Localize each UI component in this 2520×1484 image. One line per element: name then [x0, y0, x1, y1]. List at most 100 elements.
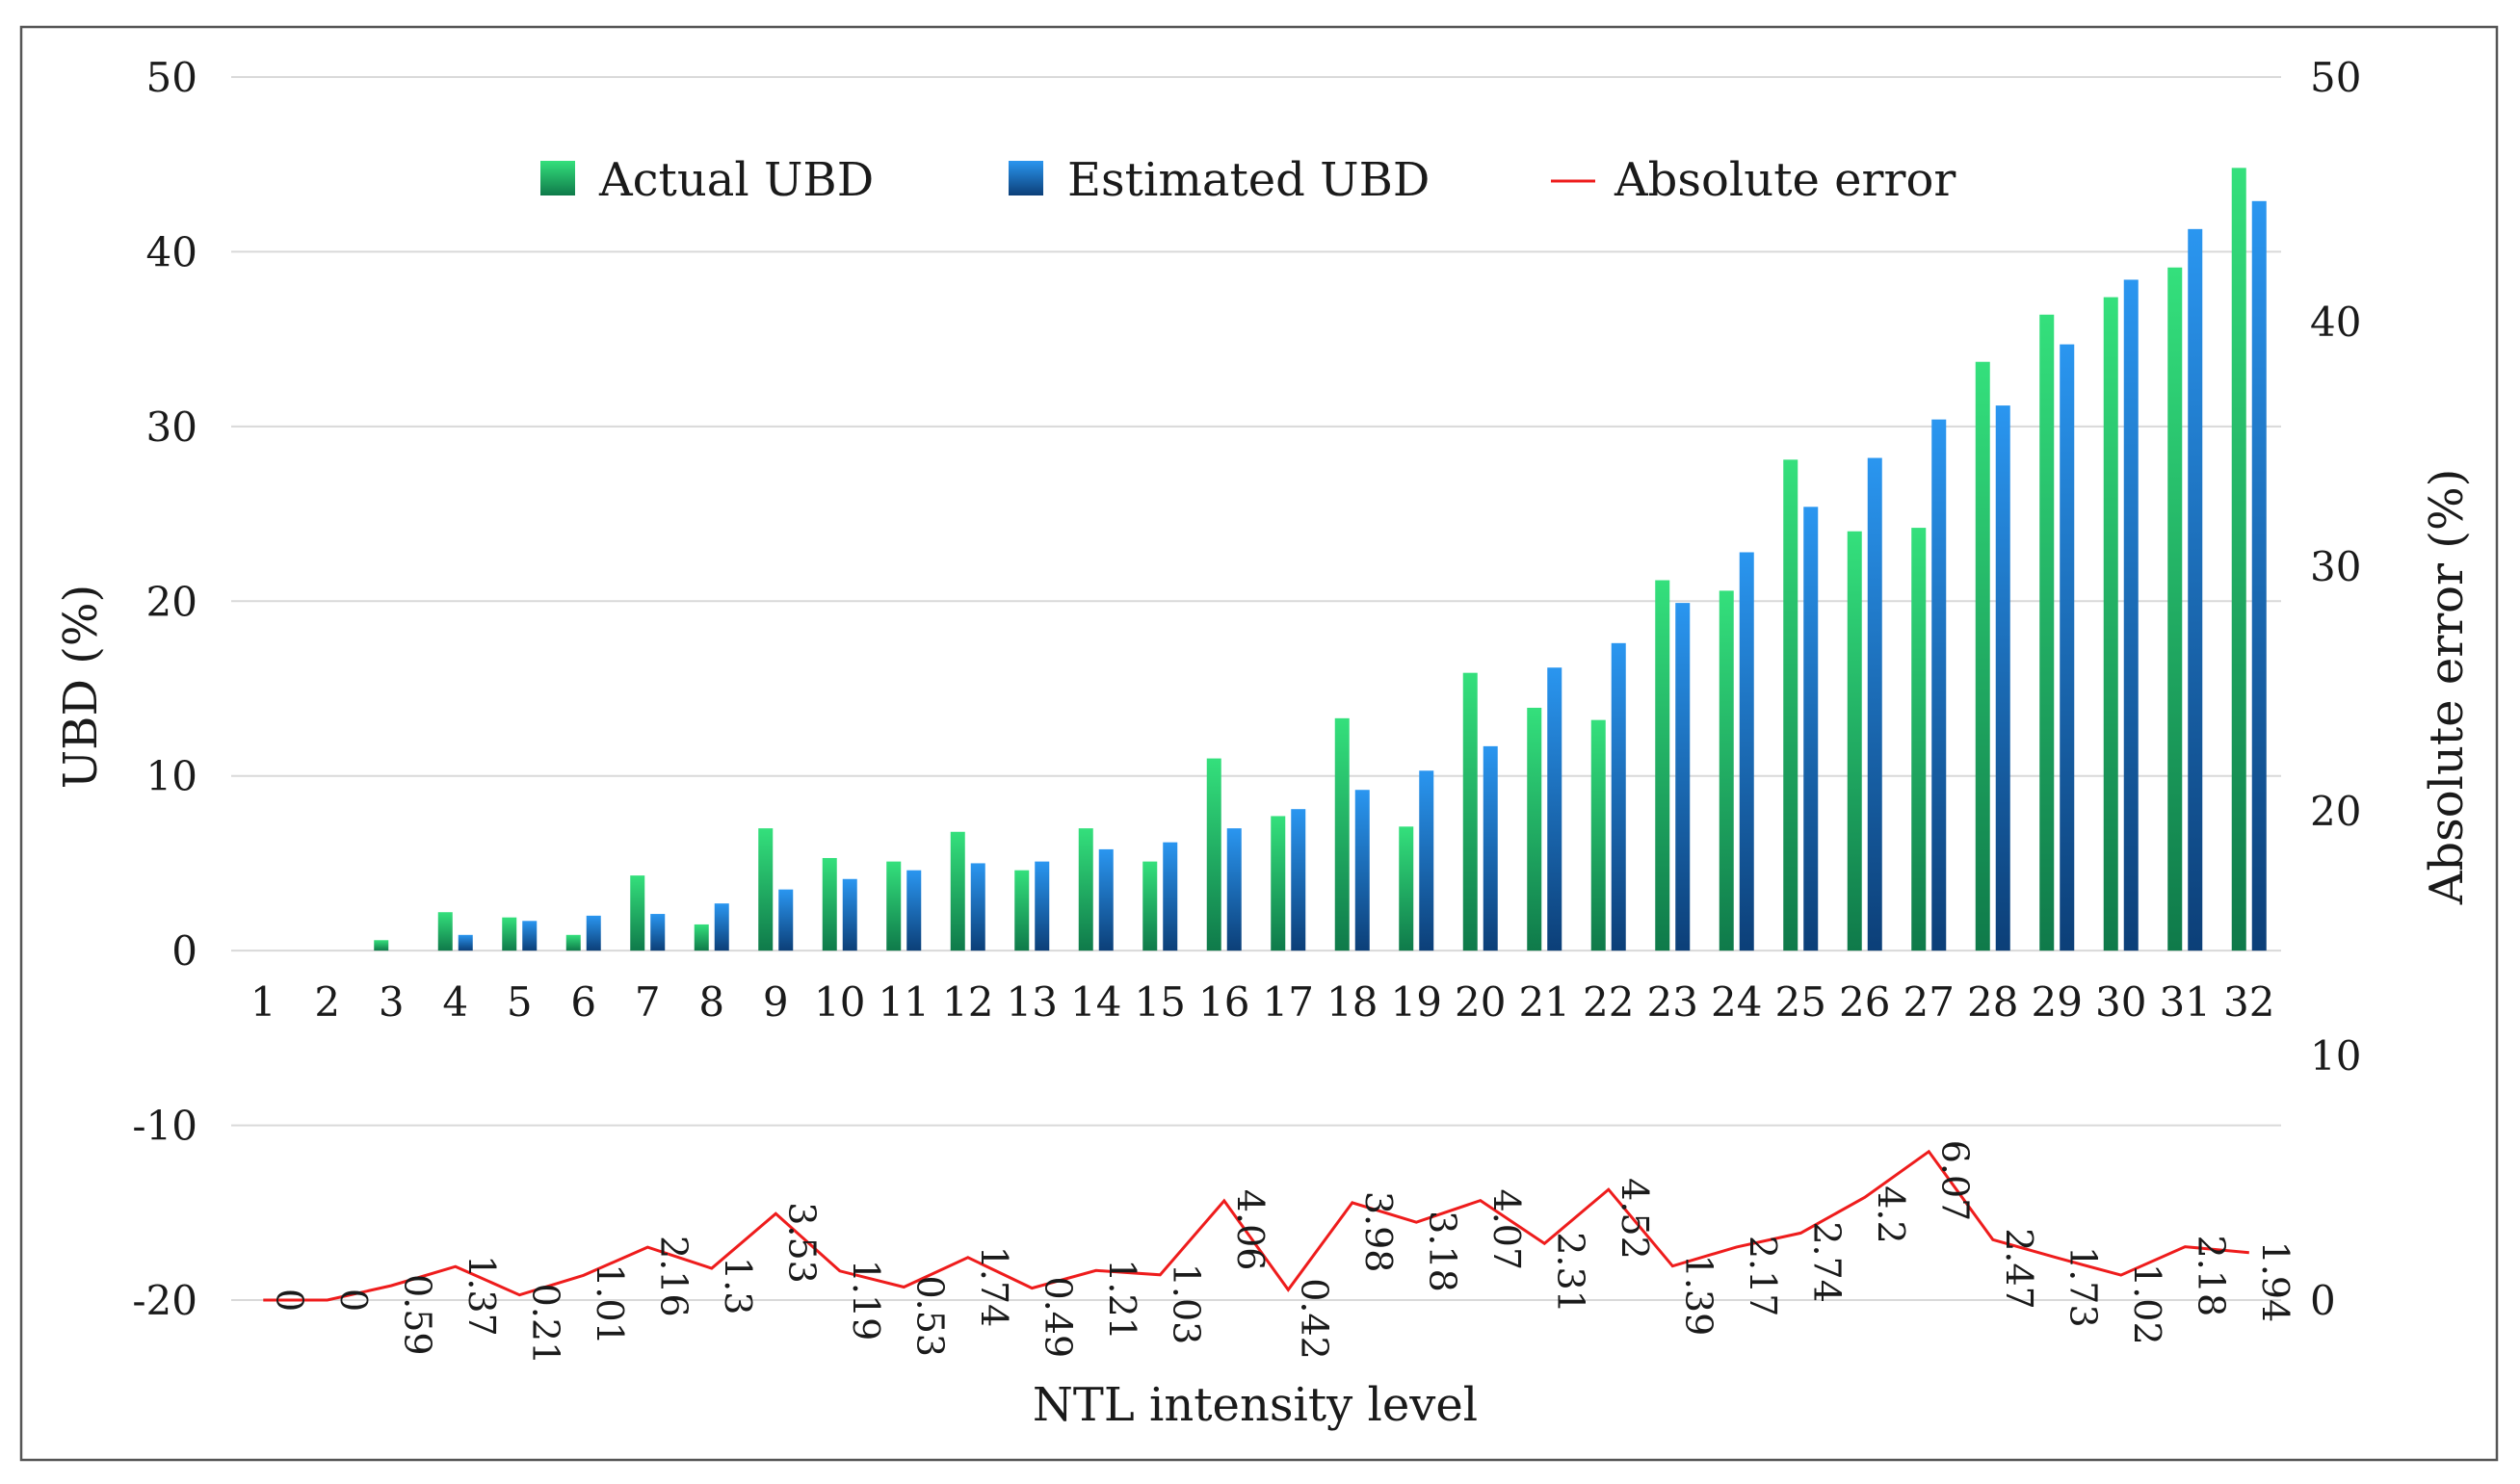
x-tick-label: 18 [1326, 978, 1378, 1026]
x-tick-label: 16 [1198, 978, 1249, 1026]
y-axis-title: UBD (%) [54, 585, 108, 790]
bar-estimated-ubd [2251, 200, 2267, 951]
bar-actual-ubd [1719, 590, 1734, 951]
category-labels: 1 2 3 4 5 6 7 8 9 10 11 12 13 14 15 16 17 18 19 20 21 22 23 24 2… [250, 978, 2275, 1026]
bar-actual-ubd [437, 912, 453, 951]
x-axis-title: NTL intensity level [1033, 1378, 1478, 1432]
x-tick-label: 7 [635, 978, 661, 1026]
legend-label-error: Absolute error [1614, 153, 1956, 207]
bar-actual-ubd [1527, 707, 1542, 951]
bar-actual-ubd [694, 924, 709, 951]
bar-estimated-ubd [970, 863, 985, 951]
y2-axis-title: Absolute error (%) [2420, 469, 2474, 906]
absolute-error-label: 3.53 [780, 1202, 823, 1284]
bar-estimated-ubd [2060, 344, 2075, 951]
absolute-error-label: 0.49 [1037, 1277, 1079, 1359]
bar-actual-ubd [1783, 459, 1798, 951]
absolute-error-label: 0.21 [524, 1284, 566, 1366]
absolute-error-label: 0 [268, 1289, 310, 1312]
x-tick-label: 31 [2160, 978, 2211, 1026]
bar-actual-ubd [1911, 528, 1927, 951]
absolute-error-label: 4.07 [1485, 1189, 1528, 1271]
y2-tick-label: 50 [2310, 54, 2361, 101]
absolute-error-label: 1.03 [1165, 1263, 1207, 1345]
absolute-error-series [263, 1149, 2249, 1302]
bar-estimated-ubd [1675, 603, 1691, 951]
y-tick-label: -10 [132, 1103, 197, 1150]
bar-estimated-ubd [1547, 667, 1562, 951]
absolute-error-label: 1.37 [460, 1255, 503, 1337]
absolute-error-label: 1.21 [1101, 1259, 1143, 1341]
bar-estimated-ubd [1611, 642, 1626, 951]
y-tick-label: 10 [146, 753, 197, 800]
absolute-error-label: 3.18 [1421, 1211, 1463, 1292]
x-tick-label: 8 [698, 978, 724, 1026]
y-tick-label: 50 [146, 54, 197, 101]
absolute-error-label: 1.39 [1677, 1255, 1719, 1337]
bar-estimated-ubd [2123, 279, 2139, 951]
bar-actual-ubd [630, 875, 645, 951]
x-tick-label: 26 [1839, 978, 1890, 1026]
absolute-error-label: 4.52 [1614, 1178, 1656, 1260]
absolute-error-label: 2.31 [1549, 1232, 1591, 1314]
legend-label-estimated: Estimated UBD [1067, 153, 1430, 207]
right-axis-ticks: 50 40 30 20 10 0 [2310, 54, 2361, 1324]
bar-estimated-ubd [778, 889, 794, 951]
bar-actual-ubd [2103, 297, 2118, 951]
legend-swatch-estimated [1009, 161, 1043, 195]
x-tick-label: 12 [942, 978, 993, 1026]
x-tick-label: 27 [1903, 978, 1955, 1026]
x-tick-label: 17 [1263, 978, 1314, 1026]
y2-tick-label: 10 [2310, 1032, 2361, 1080]
bar-actual-ubd [374, 940, 389, 951]
bar-estimated-ubd [2188, 228, 2203, 951]
bar-estimated-ubd [1803, 507, 1819, 951]
bar-actual-ubd [758, 828, 774, 951]
bar-estimated-ubd [650, 914, 666, 951]
bar-actual-ubd [950, 831, 965, 951]
x-tick-label: 30 [2095, 978, 2146, 1026]
bar-estimated-ubd [1419, 770, 1434, 951]
absolute-error-label: 1.74 [973, 1246, 1015, 1328]
absolute-error-line [263, 1149, 2249, 1302]
absolute-error-label: 1.19 [845, 1260, 887, 1341]
x-tick-label: 10 [814, 978, 865, 1026]
bar-actual-ubd [1399, 826, 1414, 951]
bar-estimated-ubd [1931, 419, 1947, 951]
x-tick-label: 23 [1647, 978, 1698, 1026]
x-tick-label: 3 [379, 978, 405, 1026]
x-tick-label: 20 [1455, 978, 1506, 1026]
absolute-error-label: 4.2 [1870, 1185, 1912, 1243]
x-tick-label: 14 [1070, 978, 1121, 1026]
bar-actual-ubd [565, 934, 581, 951]
legend: Actual UBD Estimated UBD Absolute error [540, 153, 1956, 207]
bar-actual-ubd [1590, 719, 1606, 951]
bar-actual-ubd [1078, 828, 1093, 951]
bar-actual-ubd [1206, 758, 1221, 951]
bar-actual-ubd [2039, 314, 2055, 951]
absolute-error-label: 2.16 [652, 1236, 695, 1317]
absolute-error-label: 6.07 [1933, 1140, 1976, 1222]
x-tick-label: 21 [1519, 978, 1570, 1026]
bar-actual-ubd [1462, 672, 1478, 951]
absolute-error-label: 3.98 [1357, 1191, 1400, 1273]
left-axis-ticks: 50 40 30 20 10 0 -10 -20 [132, 54, 197, 1324]
x-tick-label: 15 [1135, 978, 1186, 1026]
x-tick-label: 5 [507, 978, 533, 1026]
bar-estimated-ubd [1483, 745, 1498, 951]
bar-actual-ubd [1142, 861, 1158, 951]
absolute-error-label: 4.06 [1229, 1189, 1272, 1271]
bar-estimated-ubd [906, 870, 922, 951]
absolute-error-label: 1.01 [589, 1263, 631, 1345]
y-tick-label: 30 [146, 404, 197, 451]
bar-estimated-ubd [1354, 790, 1370, 951]
x-tick-label: 2 [314, 978, 340, 1026]
x-tick-label: 11 [879, 978, 930, 1026]
bar-actual-ubd [1271, 816, 1286, 951]
x-tick-label: 6 [570, 978, 596, 1026]
absolute-error-labels: 0 0 0.59 1.37 0.21 1.01 2.16 1.3 3.53 1.19 0.53 1.7… [268, 1140, 2296, 1366]
x-tick-label: 13 [1007, 978, 1058, 1026]
x-tick-label: 24 [1711, 978, 1762, 1026]
bar-estimated-ubd [1163, 842, 1178, 951]
y2-tick-label: 30 [2310, 543, 2361, 590]
